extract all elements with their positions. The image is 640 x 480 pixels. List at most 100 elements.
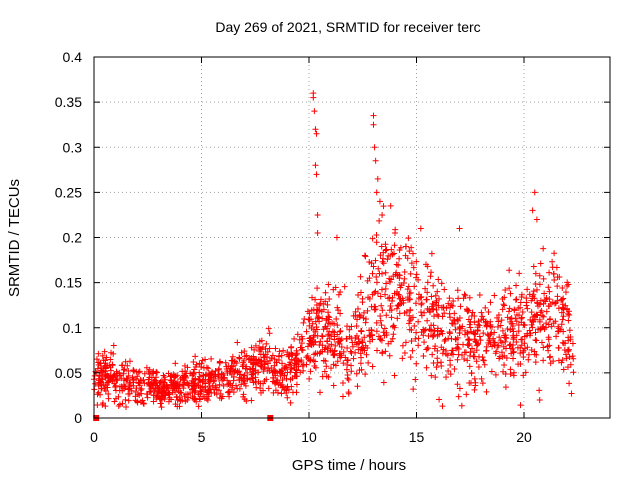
data-point (311, 108, 318, 115)
data-point (434, 325, 441, 332)
data-point (507, 341, 514, 348)
data-point (565, 346, 572, 353)
data-point (544, 343, 551, 350)
data-point (285, 353, 292, 360)
data-point (215, 375, 222, 382)
data-point (294, 331, 301, 338)
data-point (260, 351, 267, 358)
data-point (337, 350, 344, 357)
data-point (172, 382, 179, 389)
data-point (415, 276, 422, 283)
data-point (369, 363, 376, 370)
data-point (362, 371, 369, 378)
data-point (361, 347, 368, 354)
data-point (532, 270, 539, 277)
data-point (499, 296, 506, 303)
data-point (502, 370, 509, 377)
data-point (288, 343, 295, 350)
data-point (432, 299, 439, 306)
data-point (279, 360, 286, 367)
data-point (105, 390, 112, 397)
data-point (304, 308, 311, 315)
data-point (466, 363, 473, 370)
data-point (229, 357, 236, 364)
data-point (301, 315, 308, 322)
data-point (276, 368, 283, 375)
data-point (405, 235, 412, 242)
data-point (207, 386, 214, 393)
data-point (358, 366, 365, 373)
data-point (411, 283, 418, 290)
data-point (448, 320, 455, 327)
data-point (266, 330, 273, 337)
data-point (300, 367, 307, 374)
data-point (298, 358, 305, 365)
data-point (421, 309, 428, 316)
data-point (380, 203, 387, 210)
data-point (466, 337, 473, 344)
data-point (164, 384, 171, 391)
data-point (467, 348, 474, 355)
data-point (199, 383, 206, 390)
data-point (118, 362, 125, 369)
data-point (397, 284, 404, 291)
data-point (378, 322, 385, 329)
data-point (451, 365, 458, 372)
data-point (344, 357, 351, 364)
data-point (107, 356, 114, 363)
data-point (137, 387, 144, 394)
data-point (526, 332, 533, 339)
data-point (408, 244, 415, 251)
data-point (394, 315, 401, 322)
data-point (524, 305, 531, 312)
data-point (373, 189, 380, 196)
data-point (363, 351, 370, 358)
data-point (234, 339, 241, 346)
data-point (454, 287, 461, 294)
data-point (188, 380, 195, 387)
data-point (540, 245, 547, 252)
data-point (369, 235, 376, 242)
data-point (171, 384, 178, 391)
data-point (491, 292, 498, 299)
data-point (409, 347, 416, 354)
data-point (504, 326, 511, 333)
data-point (413, 271, 420, 278)
data-point (355, 292, 362, 299)
data-point (429, 333, 436, 340)
data-point (307, 316, 314, 323)
data-point (233, 359, 240, 366)
data-point (340, 360, 347, 367)
data-point (428, 293, 435, 300)
data-point (459, 352, 466, 359)
data-point (542, 298, 549, 305)
data-point (282, 365, 289, 372)
data-point (456, 329, 463, 336)
data-point (559, 316, 566, 323)
data-point (479, 380, 486, 387)
data-point (421, 339, 428, 346)
data-point (412, 376, 419, 383)
data-point (332, 284, 339, 291)
data-point (488, 330, 495, 337)
data-point (93, 356, 100, 363)
data-point (507, 345, 514, 352)
x-tick-label: 5 (198, 429, 206, 445)
data-point (495, 318, 502, 325)
data-point (360, 315, 367, 322)
data-point (520, 372, 527, 379)
data-point (500, 343, 507, 350)
data-point (239, 363, 246, 370)
data-point (552, 318, 559, 325)
data-point (116, 401, 123, 408)
data-point (430, 306, 437, 313)
data-point (104, 377, 111, 384)
data-point (551, 276, 558, 283)
data-point (322, 298, 329, 305)
data-point (540, 275, 547, 282)
data-point (463, 391, 470, 398)
data-point (469, 345, 476, 352)
data-point (182, 391, 189, 398)
data-point (193, 361, 200, 368)
data-point (529, 207, 536, 214)
